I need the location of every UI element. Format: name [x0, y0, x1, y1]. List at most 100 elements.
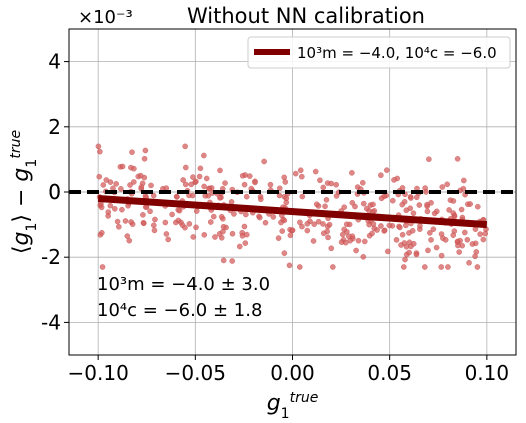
- scatter-point: [450, 232, 457, 239]
- scatter-point: [150, 192, 157, 199]
- scatter-point: [119, 163, 126, 170]
- scatter-point: [189, 192, 196, 199]
- scatter-point: [423, 189, 429, 195]
- scatter-point: [444, 181, 451, 188]
- scatter-point: [320, 221, 326, 227]
- scatter-point: [174, 194, 180, 200]
- scatter-point: [439, 184, 446, 190]
- scatter-point: [328, 245, 335, 252]
- scatter-point: [378, 195, 385, 202]
- scatter-point: [256, 214, 263, 221]
- scatter-point: [229, 230, 236, 237]
- scatter-point: [341, 226, 348, 233]
- scatter-point: [128, 164, 134, 171]
- scatter-point: [242, 211, 249, 218]
- scatter-point: [359, 179, 366, 186]
- scatter-point: [257, 196, 264, 203]
- scatter-point: [193, 178, 199, 185]
- scatter-point: [276, 185, 283, 192]
- scatter-point: [370, 221, 377, 227]
- scatter-point: [341, 204, 348, 211]
- scatter-point: [326, 221, 333, 228]
- scatter-point: [304, 220, 311, 227]
- annotation-c: 10⁴c = −6.0 ± 1.8: [97, 300, 262, 321]
- scatter-point: [95, 143, 102, 150]
- scatter-point: [207, 219, 214, 225]
- scatter-point: [275, 235, 282, 241]
- scatter-point: [317, 177, 323, 184]
- scatter-point: [218, 213, 225, 220]
- scatter-point: [298, 173, 305, 180]
- fit-line: [97, 195, 488, 229]
- scatter-point: [228, 199, 235, 205]
- scatter-point: [400, 264, 407, 270]
- scatter-point: [297, 167, 304, 174]
- scatter-point: [428, 237, 434, 243]
- scatter-point: [203, 175, 210, 182]
- scatter-point: [292, 170, 299, 177]
- scatter-point: [98, 229, 105, 236]
- scatter-point: [480, 236, 487, 243]
- scatter-point: [402, 256, 408, 263]
- scatter-point: [188, 181, 195, 188]
- y-tick-label: 0: [48, 180, 61, 204]
- scatter-point: [111, 205, 118, 212]
- scatter-point: [460, 177, 467, 184]
- scatter-point: [182, 164, 189, 171]
- scatter-point: [239, 232, 246, 239]
- scatter-point: [138, 184, 145, 190]
- scatter-point: [130, 179, 137, 185]
- scatter-point: [147, 208, 153, 215]
- scatter-point: [152, 216, 158, 223]
- scatter-point: [107, 202, 114, 209]
- legend-entry: 10³m = −4.0, 10⁴c = −6.0: [297, 44, 497, 62]
- scatter-point: [212, 234, 218, 240]
- scatter-point: [281, 174, 288, 181]
- scatter-point: [297, 219, 303, 226]
- scatter-point: [428, 199, 434, 206]
- scatter-point: [406, 239, 413, 246]
- scatter-point: [349, 169, 355, 176]
- x-axis-label: g1true: [267, 390, 319, 422]
- scatter-point: [389, 197, 396, 204]
- scatter-point: [220, 228, 226, 235]
- scatter-point: [454, 155, 461, 162]
- x-tick-label: 0.00: [270, 361, 315, 385]
- scatter-point: [378, 223, 384, 229]
- scatter-point: [424, 208, 431, 215]
- scatter-point: [384, 248, 391, 255]
- scatter-point: [431, 210, 438, 217]
- scatter-point: [339, 231, 346, 238]
- scatter-point: [446, 207, 452, 213]
- x-axis-ticks: −0.10 −0.05 0.00 0.05 0.10: [68, 355, 509, 385]
- y-tick-label: -2: [41, 245, 61, 269]
- scatter-point: [409, 227, 416, 234]
- scatter-point: [267, 181, 274, 188]
- y-tick-label: 4: [48, 50, 61, 74]
- scatter-point: [286, 262, 293, 269]
- scatter-point: [360, 200, 367, 207]
- scatter-point: [399, 201, 406, 208]
- scatter-point: [472, 253, 478, 260]
- scatter-point: [241, 223, 248, 230]
- scatter-point: [416, 202, 423, 208]
- scatter-point: [328, 180, 335, 187]
- scatter-point: [408, 195, 414, 201]
- scatter-point: [342, 239, 349, 246]
- legend-box: [247, 36, 511, 69]
- scatter-point: [175, 217, 182, 224]
- scatter-point: [374, 227, 380, 233]
- scatter-point: [438, 264, 445, 270]
- scatter-point: [477, 231, 484, 237]
- scatter-point: [210, 213, 217, 220]
- scatter-point: [466, 259, 472, 266]
- scatter-point: [243, 193, 250, 200]
- x-tick-label: −0.05: [165, 361, 226, 385]
- scatter-point: [425, 247, 431, 254]
- scatter-point: [296, 264, 303, 270]
- scatter-point: [333, 181, 340, 188]
- scatter-point: [262, 219, 269, 226]
- scatter-point: [236, 243, 243, 250]
- scatter-point: [383, 167, 390, 174]
- scatter-point: [114, 218, 121, 225]
